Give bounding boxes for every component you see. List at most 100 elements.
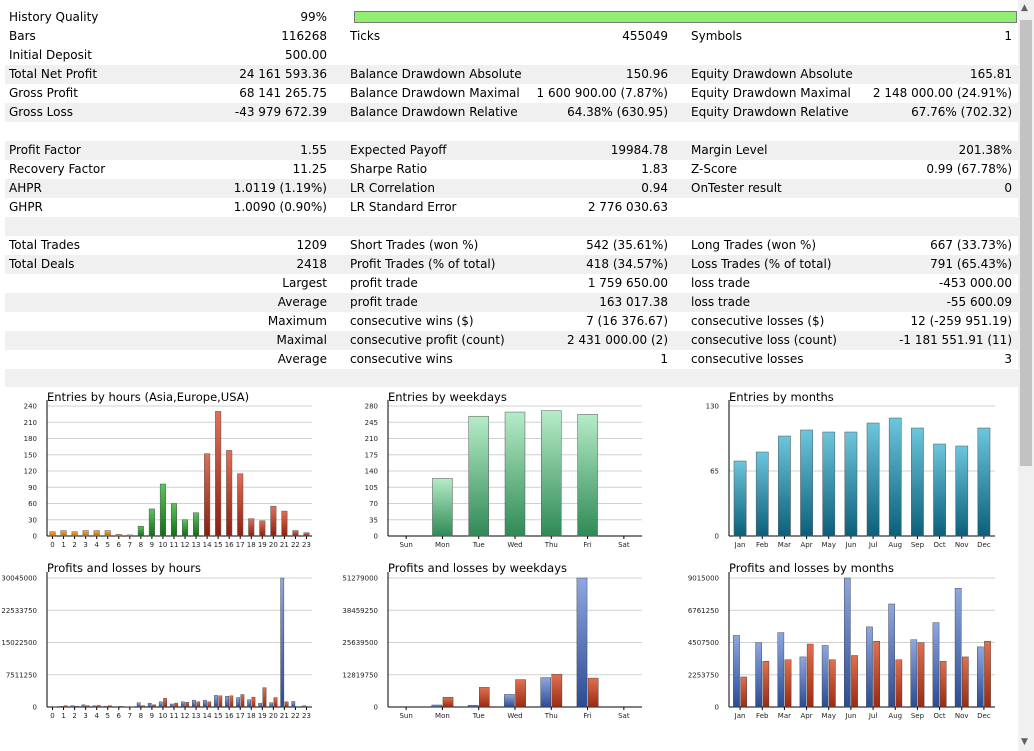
y-tick-label: 70: [369, 500, 378, 508]
bar: [248, 518, 255, 537]
stat-value-a: 1.55: [300, 143, 327, 157]
y-tick-label: 180: [24, 435, 37, 443]
x-tick-label: Apr: [801, 541, 813, 549]
x-tick-label: Tue: [472, 541, 485, 549]
stats-row: Average consecutive wins 1 consecutive loss…: [5, 350, 1018, 369]
profit-bar: [136, 702, 141, 708]
stat-label-a: AHPR: [9, 181, 42, 195]
y-tick-label: 35: [369, 516, 378, 524]
loss-bar: [141, 705, 145, 708]
scroll-down-arrow-icon[interactable]: ▼: [1021, 737, 1028, 747]
y-tick-label: 120: [24, 468, 37, 476]
stat-value-c: 201.38%: [958, 143, 1012, 157]
profit-bar: [169, 703, 174, 708]
profit-bar: [81, 704, 86, 708]
vertical-scrollbar[interactable]: ▲ ▼: [1018, 0, 1034, 751]
x-tick-label: Fri: [583, 712, 591, 720]
x-tick-label: Jun: [844, 541, 856, 549]
stat-label-c: Z-Score: [691, 162, 737, 176]
profit-bar: [504, 694, 515, 708]
stat-label-b: consecutive profit (count): [350, 333, 505, 347]
stat-value-c: -453 000.00: [938, 276, 1012, 290]
bar: [237, 473, 244, 537]
scroll-up-arrow-icon[interactable]: ▲: [1021, 3, 1028, 13]
stat-label-a: Initial Deposit: [9, 48, 92, 62]
x-tick-label: Aug: [888, 712, 902, 720]
bar: [71, 531, 78, 537]
x-tick-label: 4: [94, 541, 99, 549]
x-tick-label: 9: [150, 541, 154, 549]
x-tick-label: 19: [258, 541, 267, 549]
x-tick-label: Tue: [472, 712, 485, 720]
profit-bar: [888, 603, 895, 708]
x-tick-label: 16: [225, 712, 234, 720]
stat-label-b: Ticks: [350, 29, 381, 43]
stats-row: Total Net Profit 24 161 593.36 Balance Dra…: [5, 65, 1018, 84]
stat-value-a: Maximum: [267, 314, 327, 328]
x-tick-label: Jan: [734, 541, 746, 549]
chart-title: Profits and losses by hours: [47, 561, 201, 575]
x-tick-label: Mar: [778, 712, 791, 720]
loss-bar: [229, 695, 234, 708]
chart-5: Profits and losses by months 0 2253750 4507…: [688, 561, 995, 720]
loss-bar: [829, 659, 836, 708]
y-tick-label: 245: [365, 419, 378, 427]
bar: [844, 431, 858, 537]
bar: [126, 534, 133, 537]
x-tick-label: Feb: [756, 541, 769, 549]
x-tick-label: 22: [291, 541, 300, 549]
bar: [911, 427, 924, 537]
stats-row: Total Trades 1209 Short Trades (won %) 542 …: [5, 236, 1018, 255]
y-tick-label: 60: [28, 500, 37, 508]
bar: [432, 478, 453, 537]
profit-bar: [258, 702, 263, 708]
stat-label-c: Margin Level: [691, 143, 768, 157]
y-tick-label: 15022500: [1, 639, 37, 647]
x-tick-label: 13: [192, 712, 201, 720]
stat-label-b: LR Correlation: [350, 181, 436, 195]
x-tick-label: 4: [94, 712, 99, 720]
bar: [193, 512, 200, 537]
x-tick-label: Mon: [435, 712, 450, 720]
x-tick-label: Mar: [778, 541, 791, 549]
stat-label-b: Balance Drawdown Maximal: [350, 86, 520, 100]
bar: [226, 450, 233, 537]
chart-title: Entries by hours (Asia,Europe,USA): [47, 390, 249, 404]
y-tick-label: 140: [365, 468, 378, 476]
x-tick-label: Dec: [977, 712, 991, 720]
x-tick-label: Wed: [507, 541, 522, 549]
y-tick-label: 2253750: [688, 671, 719, 679]
x-tick-label: 18: [247, 712, 256, 720]
bar: [82, 530, 89, 537]
stat-label-b: Profit Trades (% of total): [350, 257, 496, 271]
x-tick-label: 15: [214, 541, 223, 549]
x-tick-label: 14: [203, 541, 212, 549]
profit-bar: [70, 705, 75, 708]
bar: [93, 530, 100, 537]
x-tick-label: Oct: [934, 712, 946, 720]
x-tick-label: 23: [302, 541, 311, 549]
x-tick-label: 3: [83, 712, 87, 720]
x-tick-label: 12: [181, 541, 190, 549]
stat-value-c: 1: [1004, 29, 1012, 43]
y-tick-label: 175: [365, 451, 378, 459]
y-tick-label: 0: [33, 704, 37, 712]
chart-3: Profits and losses by hours0751125015022…: [1, 561, 312, 720]
loss-bar: [152, 704, 156, 708]
bar: [159, 483, 166, 537]
stat-label-c: consecutive losses ($): [691, 314, 825, 328]
x-tick-label: Sat: [618, 541, 630, 549]
x-tick-label: 20: [269, 712, 278, 720]
profit-bar: [799, 656, 807, 708]
loss-bar: [185, 702, 190, 708]
history-quality-row: History Quality 99%: [5, 8, 1018, 27]
loss-bar: [74, 705, 79, 708]
x-tick-label: Wed: [507, 712, 522, 720]
profit-bar: [576, 577, 588, 708]
stat-label-a: Profit Factor: [9, 143, 81, 157]
y-tick-label: 22533750: [1, 607, 37, 615]
loss-bar: [251, 696, 256, 708]
bar: [303, 532, 310, 537]
profit-bar: [236, 697, 240, 708]
scrollbar-thumb[interactable]: [1020, 20, 1032, 466]
